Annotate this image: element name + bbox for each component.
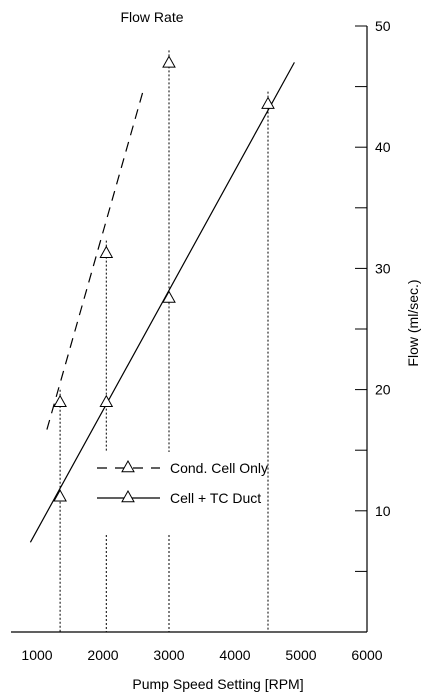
chart-title: Flow Rate [120, 9, 183, 25]
y-tick-label: 50 [375, 18, 391, 34]
x-tick-label: 4000 [219, 647, 250, 663]
data-point-triangle [53, 394, 67, 408]
series-fit-line [46, 92, 144, 430]
legend-item: Cond. Cell Only [97, 459, 268, 476]
series-fit-line [29, 62, 295, 543]
legend-label: Cell + TC Duct [170, 490, 261, 506]
y-tick-label: 40 [375, 139, 391, 155]
x-tick-label: 2000 [87, 647, 118, 663]
y-axis-ticks: 10 20 30 40 50 [355, 18, 391, 572]
legend-label: Cond. Cell Only [170, 460, 268, 476]
data-point-triangle [261, 96, 275, 109]
x-tick-label: 3000 [153, 647, 184, 663]
data-point-triangle [53, 489, 67, 502]
series-2 [29, 62, 295, 543]
y-tick-label: 30 [375, 260, 391, 276]
x-axis-ticks: 1000 2000 3000 4000 5000 6000 [21, 647, 382, 663]
axes [11, 26, 368, 633]
x-tick-label: 5000 [285, 647, 316, 663]
series-layer [29, 55, 295, 543]
series-1 [46, 55, 176, 430]
legend-marker-triangle [121, 489, 135, 503]
x-tick-label: 1000 [21, 647, 52, 663]
data-point-triangle [99, 245, 114, 258]
x-tick-label: 6000 [351, 647, 382, 663]
legend: Cond. Cell Only Cell + TC Duct [97, 459, 268, 506]
data-point-triangle [99, 394, 114, 408]
y-tick-label: 20 [375, 382, 391, 398]
data-point-triangle [162, 290, 176, 303]
y-tick-label: 10 [375, 503, 391, 519]
legend-item: Cell + TC Duct [97, 489, 261, 506]
vertical-guide-lines [59, 50, 269, 632]
legend-marker-triangle [121, 459, 135, 473]
x-axis-title: Pump Speed Setting [RPM] [132, 676, 303, 692]
y-axis-title: Flow (ml/sec.) [405, 279, 421, 366]
data-point-triangle [162, 55, 176, 68]
